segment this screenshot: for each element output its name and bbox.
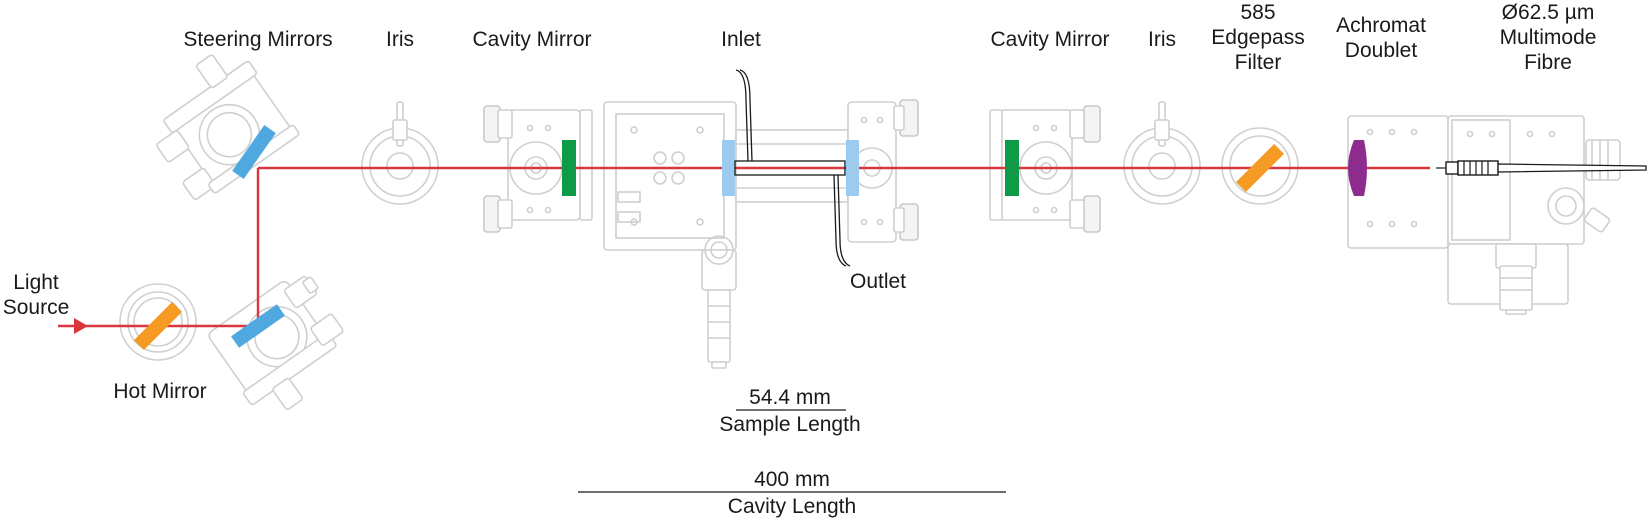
edgepass-filter	[1235, 143, 1285, 193]
label-edgepass-filter: 585 Edgepass Filter	[1211, 1, 1305, 74]
label-inlet: Inlet	[721, 28, 761, 51]
steering-mirror-lower	[231, 304, 285, 348]
steering-mirror-mount-upper	[156, 54, 300, 201]
sample-cell	[734, 69, 851, 267]
iris-left-mount	[361, 101, 439, 205]
label-cavity-mirror-left: Cavity Mirror	[472, 28, 592, 51]
cavity-length-label: Cavity Length	[727, 495, 857, 518]
cuvette-window-right	[846, 140, 859, 196]
steering-mirror-mount-lower	[208, 275, 344, 410]
steering-mirror-upper	[232, 125, 276, 179]
cavity-mirror-right	[1005, 140, 1019, 196]
fibre-coupler-assembly	[1347, 115, 1621, 315]
fibre-connector	[1436, 160, 1647, 176]
sample-length-label: Sample Length	[719, 413, 861, 436]
achromat-doublet-lens	[1348, 140, 1367, 196]
label-iris-left: Iris	[386, 28, 414, 51]
label-cavity-mirror-right: Cavity Mirror	[990, 28, 1110, 51]
sample-length-value: 54.4 mm	[749, 386, 831, 409]
cavity-mirror-left	[562, 140, 576, 196]
hot-mirror	[133, 301, 183, 351]
label-light-source: Light Source	[2, 271, 70, 319]
label-outlet: Outlet	[849, 270, 907, 293]
cuvette-holder	[603, 101, 849, 369]
laser-beam	[58, 166, 1430, 334]
cavity-length-value: 400 mm	[754, 468, 830, 491]
label-multimode-fibre: Ø62.5 µm Multimode Fibre	[1499, 1, 1597, 74]
cuvette-window-left	[722, 140, 735, 196]
label-steering-mirrors: Steering Mirrors	[183, 28, 333, 51]
label-hot-mirror: Hot Mirror	[113, 380, 207, 403]
iris-right-mount	[1123, 101, 1201, 205]
label-iris-right: Iris	[1148, 28, 1176, 51]
label-achromat-doublet: Achromat Doublet	[1336, 14, 1426, 62]
